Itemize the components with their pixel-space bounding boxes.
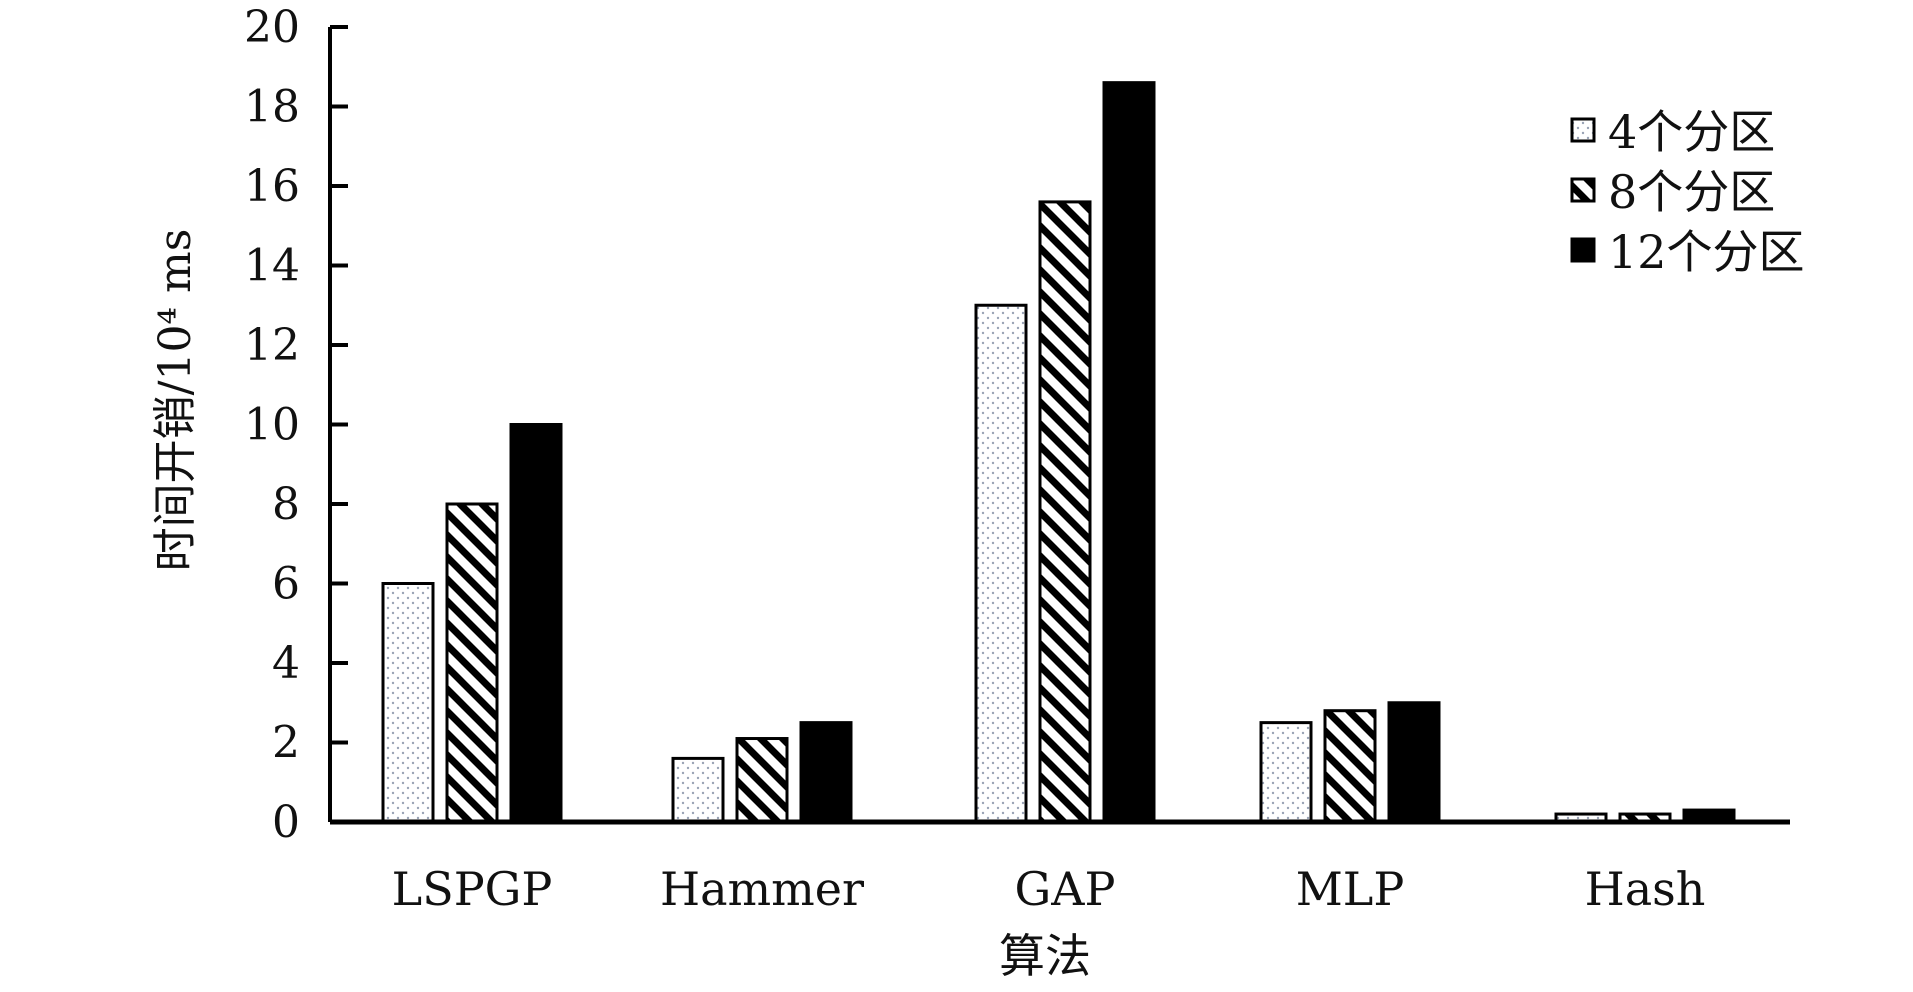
legend: 4个分区 8个分区 12个分区 <box>1570 105 1805 279</box>
y-tick-label-8: 8 <box>272 479 300 530</box>
bar-hammer-series-2 <box>735 737 789 824</box>
y-tick-label-4: 4 <box>272 638 300 689</box>
bar-lspgp-series-3 <box>509 423 563 824</box>
bar-hammer-series-3 <box>799 721 853 824</box>
bar-hammer-series-1 <box>671 756 725 824</box>
category-label-lspgp: LSPGP <box>392 862 553 916</box>
category-label-mlp: MLP <box>1296 862 1405 916</box>
category-label-hammer: Hammer <box>660 862 864 916</box>
bar-mlp-series-1 <box>1259 721 1313 824</box>
y-axis-title: 时间开销/10⁴ ms <box>150 229 201 572</box>
y-tick-label-10: 10 <box>244 400 300 451</box>
legend-label-1: 4个分区 <box>1608 105 1775 159</box>
bar-gap-series-1 <box>974 303 1028 824</box>
legend-swatch-1 <box>1570 117 1596 143</box>
x-axis-title: 算法 <box>999 929 1091 983</box>
bars-layer <box>381 81 1736 824</box>
y-tick-label-18: 18 <box>244 82 300 133</box>
y-tick-label-0: 0 <box>272 797 300 848</box>
category-label-gap: GAP <box>1015 862 1116 916</box>
axes-layer: 0 2 4 6 8 10 12 14 16 18 20 LSPGP Hammer GAP MLP Hash <box>244 2 1790 916</box>
bar-mlp-series-3 <box>1387 701 1441 824</box>
legend-label-3: 12个分区 <box>1608 225 1805 279</box>
y-tick-label-6: 6 <box>272 559 300 610</box>
y-axis-title-group: 时间开销/10⁴ ms <box>150 229 201 572</box>
category-label-hash: Hash <box>1585 862 1706 916</box>
bar-lspgp-series-2 <box>445 502 499 824</box>
bar-mlp-series-2 <box>1323 709 1377 824</box>
legend-swatch-3 <box>1570 237 1596 263</box>
bar-gap-series-3 <box>1102 81 1156 824</box>
bar-gap-series-2 <box>1038 200 1092 824</box>
legend-label-2: 8个分区 <box>1608 165 1775 219</box>
y-tick-label-20: 20 <box>244 2 300 53</box>
y-tick-label-12: 12 <box>244 320 300 371</box>
bar-lspgp-series-1 <box>381 582 435 824</box>
y-tick-label-16: 16 <box>244 161 300 212</box>
y-tick-label-14: 14 <box>244 241 300 292</box>
legend-swatch-2 <box>1570 177 1596 203</box>
y-tick-label-2: 2 <box>272 718 300 769</box>
